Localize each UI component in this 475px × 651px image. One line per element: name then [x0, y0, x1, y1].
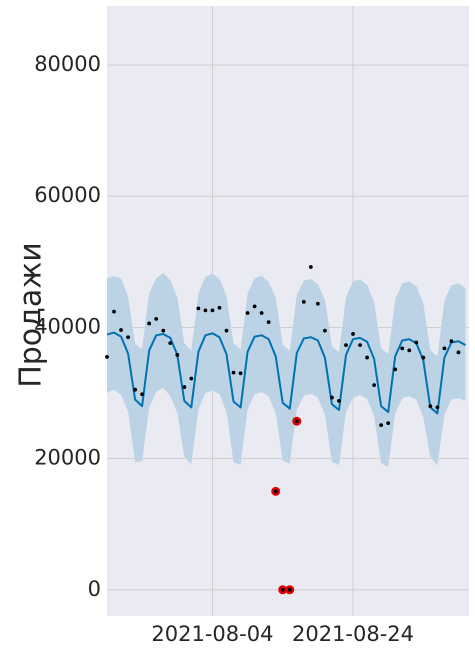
- observed-point: [301, 299, 306, 304]
- observed-point: [105, 355, 109, 359]
- observed-point: [428, 404, 433, 409]
- observed-point: [337, 398, 341, 403]
- observed-point: [442, 346, 447, 351]
- observed-point: [154, 316, 159, 321]
- observed-point: [308, 265, 313, 269]
- observed-point: [126, 335, 130, 340]
- observed-point: [161, 328, 166, 333]
- observed-point: [168, 341, 173, 346]
- uncertainty-band-layer: [107, 273, 466, 468]
- observed-point: [112, 309, 116, 314]
- observed-point: [372, 383, 377, 388]
- observed-point: [393, 367, 398, 372]
- observed-point: [449, 339, 454, 344]
- observed-point: [245, 311, 250, 315]
- observed-point: [189, 376, 194, 381]
- observed-point: [182, 385, 187, 389]
- observed-point: [287, 587, 292, 592]
- uncertainty-band: [107, 273, 466, 468]
- observed-point: [456, 350, 461, 355]
- observed-point: [175, 353, 180, 357]
- observed-point: [231, 370, 236, 375]
- forecast-line-layer: [106, 331, 466, 415]
- observed-point: [280, 587, 285, 592]
- observed-point: [315, 301, 320, 306]
- observed-point: [344, 343, 348, 348]
- observed-point: [407, 348, 412, 353]
- observed-point: [210, 308, 215, 313]
- y-tick-label: 40000: [34, 314, 101, 338]
- observed-point: [147, 321, 152, 326]
- observed-point: [351, 332, 355, 336]
- observed-point: [203, 308, 208, 313]
- y-axis-title: Продажи: [14, 242, 49, 388]
- observed-point-layer: [105, 265, 461, 592]
- observed-point: [379, 423, 384, 428]
- observed-point: [421, 355, 426, 360]
- observed-point: [358, 343, 362, 348]
- y-tick-label: 60000: [34, 183, 101, 207]
- y-tick-label: 80000: [34, 52, 101, 76]
- observed-point: [414, 340, 419, 345]
- observed-point: [259, 311, 264, 315]
- observed-point: [140, 392, 145, 397]
- x-tick-label: 2021-08-04: [151, 622, 273, 646]
- x-tick-labels: 2021-08-04 2021-08-24: [151, 622, 414, 646]
- observed-point: [294, 419, 299, 424]
- observed-point: [133, 387, 138, 392]
- observed-point: [217, 305, 222, 310]
- y-tick-label: 20000: [34, 446, 101, 470]
- observed-point: [386, 421, 391, 426]
- observed-point: [330, 395, 334, 400]
- observed-point: [435, 405, 440, 410]
- observed-point: [273, 489, 278, 494]
- observed-point: [323, 328, 327, 333]
- observed-point: [119, 328, 123, 332]
- observed-point: [224, 328, 229, 333]
- x-tick-label: 2021-08-24: [292, 622, 414, 646]
- observed-point: [400, 346, 405, 351]
- observed-point: [266, 320, 271, 325]
- y-tick-labels: 0 20000 40000 60000 80000: [34, 52, 101, 601]
- observed-point: [196, 306, 201, 311]
- y-tick-label: 0: [88, 577, 101, 601]
- observed-point: [238, 371, 243, 376]
- observed-point: [252, 304, 257, 309]
- observed-point: [365, 355, 369, 360]
- forecast-line: [106, 331, 466, 415]
